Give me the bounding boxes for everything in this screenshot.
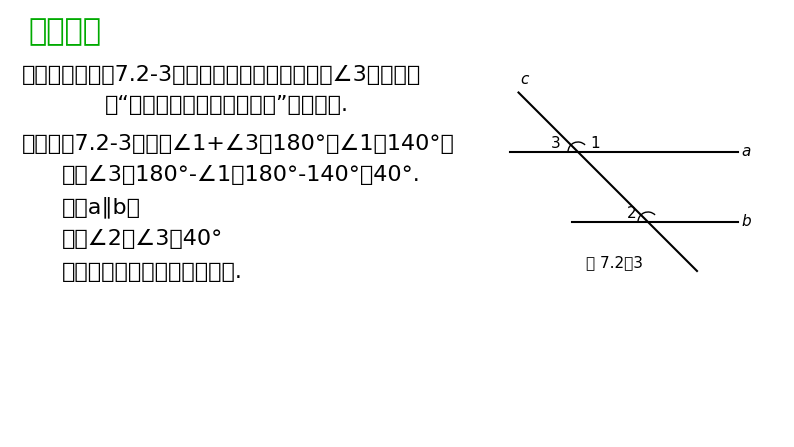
Text: 3: 3: [551, 136, 561, 152]
Text: 所以∠3＝180°-∠1＝180°-140°＝40°.: 所以∠3＝180°-∠1＝180°-140°＝40°.: [62, 165, 421, 185]
Text: 所以∠2＝∠3＝40°: 所以∠2＝∠3＝40°: [62, 229, 223, 249]
Text: （两直线平行，同位角相等）.: （两直线平行，同位角相等）.: [62, 262, 243, 282]
Text: 2: 2: [627, 206, 637, 220]
Text: a: a: [741, 144, 750, 160]
Text: 图 7.2％3: 图 7.2％3: [587, 255, 643, 270]
Text: 因为a∥b，: 因为a∥b，: [62, 196, 141, 218]
Text: 解：如图7.2-3，因为∠1+∠3＝180°，∠1＝140°，: 解：如图7.2-3，因为∠1+∠3＝180°，∠1＝140°，: [22, 134, 455, 154]
Text: 1: 1: [590, 135, 599, 151]
Text: 感悟新知: 感悟新知: [28, 17, 101, 46]
Text: c: c: [520, 72, 529, 87]
Text: 扎“两直线平行，同位角相等”解答即可.: 扎“两直线平行，同位角相等”解答即可.: [105, 95, 349, 115]
Text: 解题秘方：如图7.2-3，先利用邻补角的定义求得∠3，然后紧: 解题秘方：如图7.2-3，先利用邻补角的定义求得∠3，然后紧: [22, 65, 422, 85]
Text: b: b: [741, 215, 750, 229]
